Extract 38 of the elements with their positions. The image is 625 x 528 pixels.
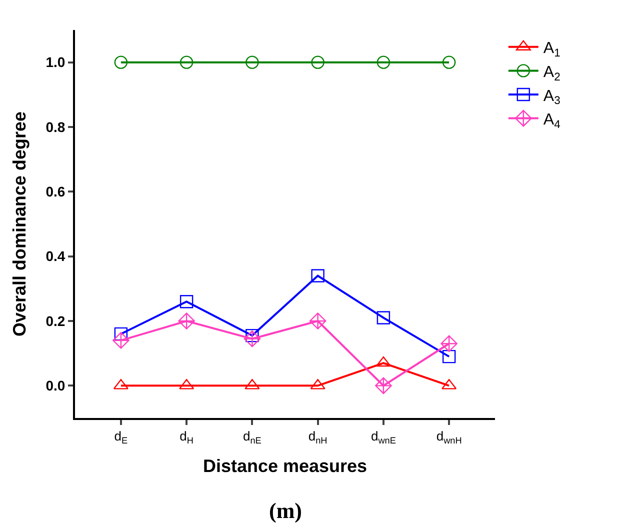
y-tick-label: 0.6	[46, 184, 66, 200]
point	[440, 335, 458, 352]
legend-label: A$_{3}$	[543, 88, 560, 108]
x-tick-label: d$_{wnE}$	[370, 428, 396, 446]
y-axis-title: Overall dominance degree	[9, 111, 30, 337]
point	[178, 312, 195, 330]
text: (m)	[269, 498, 302, 523]
point	[442, 350, 456, 364]
legend-label: A$_{2}$	[543, 64, 560, 84]
legend-label: A$_{4}$	[543, 112, 560, 131]
point	[112, 332, 130, 349]
x-axis-title: Distance measures	[202, 456, 368, 476]
point	[114, 56, 128, 69]
point	[246, 328, 259, 342]
x-tick-label: d$_{H}$	[180, 428, 194, 446]
point	[376, 311, 390, 324]
point	[180, 56, 194, 69]
y-tick-label: 1.0	[46, 54, 66, 70]
point	[246, 56, 259, 69]
point	[376, 356, 391, 367]
y-tick-label: 0.4	[46, 248, 66, 264]
point	[244, 330, 261, 348]
point	[311, 269, 324, 282]
y-tick-label: 0.8	[46, 118, 66, 135]
y-tick-label: 0.0	[46, 378, 66, 394]
point	[180, 295, 194, 308]
point	[114, 327, 128, 341]
x-tick-label: d$_{wnH}$	[436, 428, 462, 446]
x-tick-label: d$_{nH}$	[308, 428, 328, 446]
point	[309, 312, 326, 330]
x-tick-label: d$_{E}$	[114, 428, 128, 446]
point	[375, 377, 392, 394]
x-tick-label: d$_{nE}$	[243, 428, 262, 446]
y-tick-label: 0.2	[46, 312, 66, 329]
point	[311, 56, 324, 69]
legend-label: A$_{1}$	[543, 40, 560, 60]
point	[376, 56, 390, 69]
point	[442, 56, 456, 69]
